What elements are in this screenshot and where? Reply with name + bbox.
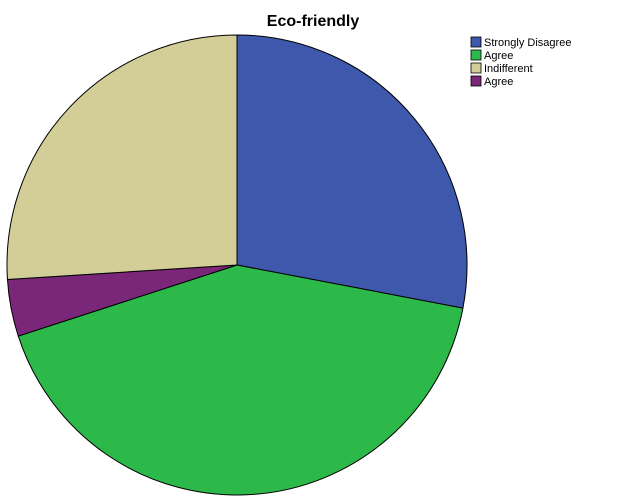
legend-swatch (470, 36, 482, 48)
legend-swatch (470, 62, 482, 74)
pie-slice (17, 264, 464, 496)
legend-label: Indifferent (484, 63, 533, 75)
chart-title: Eco-friendly (267, 13, 360, 30)
legend-label: Strongly Disagree (484, 37, 571, 49)
legend-swatch (470, 49, 482, 61)
pie-slice (6, 34, 238, 280)
legend-label: Agree (484, 76, 513, 88)
pie-slice (236, 34, 468, 309)
legend-label: Agree (484, 50, 513, 62)
legend-swatch (470, 75, 482, 87)
